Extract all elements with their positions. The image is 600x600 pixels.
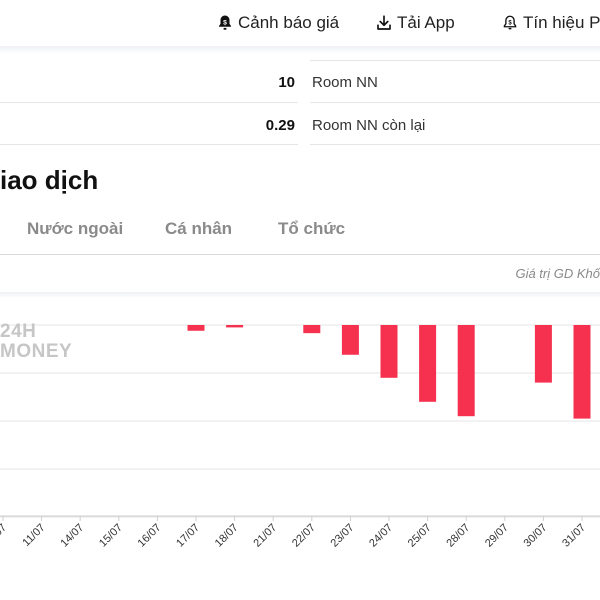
divider [310,144,600,145]
svg-text:$: $ [223,20,227,27]
x-tick-label: 15/07 [97,522,125,550]
bar-28/07[interactable] [457,325,475,417]
nav-signal[interactable]: $ Tín hiệu P [501,12,600,34]
x-tick-label: 16/07 [136,522,164,550]
svg-text:$: $ [508,21,512,27]
x-tick-label: 23/07 [329,522,357,550]
x-tick-label: 24/07 [367,522,395,550]
nav-price-alert[interactable]: $ Cảnh báo giá [216,12,339,34]
bar-24/07[interactable] [380,325,398,378]
tab-organization[interactable]: Tổ chức [278,219,346,238]
chart-x-ticks [2,516,583,521]
header-shadow [0,46,600,54]
bar-17/07[interactable] [187,325,205,331]
stat-row-room-nn: 10 Room NN [0,61,600,103]
x-tick-label: 14/07 [58,522,86,550]
nav-signal-label: Tín hiệu P [523,13,600,32]
bar-25/07[interactable] [419,325,437,402]
x-tick-label: 29/07 [483,522,511,550]
divider [310,60,600,61]
watermark-logo: 24H MONEY [0,322,72,362]
x-tick-label: 10/07 [0,522,9,550]
x-tick-label: 25/07 [406,522,434,550]
watermark-line: MONEY [0,341,73,362]
nav-download-app[interactable]: Tải App [375,12,455,34]
stat-row-room-nn-remaining: 0.29 Room NN còn lại [0,104,600,146]
bar-31/07[interactable] [573,325,591,419]
bar-30/07[interactable] [534,325,552,383]
nav-download-app-label: Tải App [397,13,455,32]
price-alert-bell-icon: $ [219,15,231,30]
bar-23/07[interactable] [341,325,359,355]
tab-foreign[interactable]: Nước ngoài [27,219,124,238]
x-tick-label: 21/07 [251,522,279,550]
x-tick-label: 17/07 [174,522,202,550]
nav-price-alert-label: Cảnh báo giá [238,13,340,32]
bar-22/07[interactable] [303,325,321,334]
x-tick-label: 11/07 [20,522,47,549]
chart-grid [0,324,600,518]
tab-individual[interactable]: Cá nhân [165,219,233,238]
top-navigation-bar: $ Cảnh báo giá Tải App $ Tín hiệu P [0,0,600,48]
x-tick-label: 22/07 [290,522,318,550]
x-tick-label: 28/07 [444,522,472,550]
divider [0,102,298,103]
divider [310,102,600,103]
stat-label: Room NN còn lại [312,117,426,134]
chart-note: Giá trị GD Khố [515,266,600,281]
section-title: iao dịch [0,165,99,195]
tab-divider [0,254,600,255]
watermark-line: 24H [0,321,37,342]
download-icon [377,15,391,30]
stat-value: 0.29 [265,117,295,134]
trading-value-chart: 10/07 11/07 14/07 15/07 16/07 17/07 18/07 21/07… [0,324,600,550]
stat-label: Room NN [312,74,378,91]
x-tick-label: 30/07 [522,522,550,550]
stat-value: 10 [278,74,295,91]
bar-18/07[interactable] [226,325,244,328]
divider [0,144,298,145]
chart-top-shadow [0,292,600,298]
x-tick-label: 31/07 [560,522,588,550]
x-tick-label: 18/07 [213,522,241,550]
chart-bars [187,325,591,419]
signal-bell-icon: $ [503,15,517,30]
chart-x-labels: 10/07 11/07 14/07 15/07 16/07 17/07 18/07 21/07… [0,522,588,550]
